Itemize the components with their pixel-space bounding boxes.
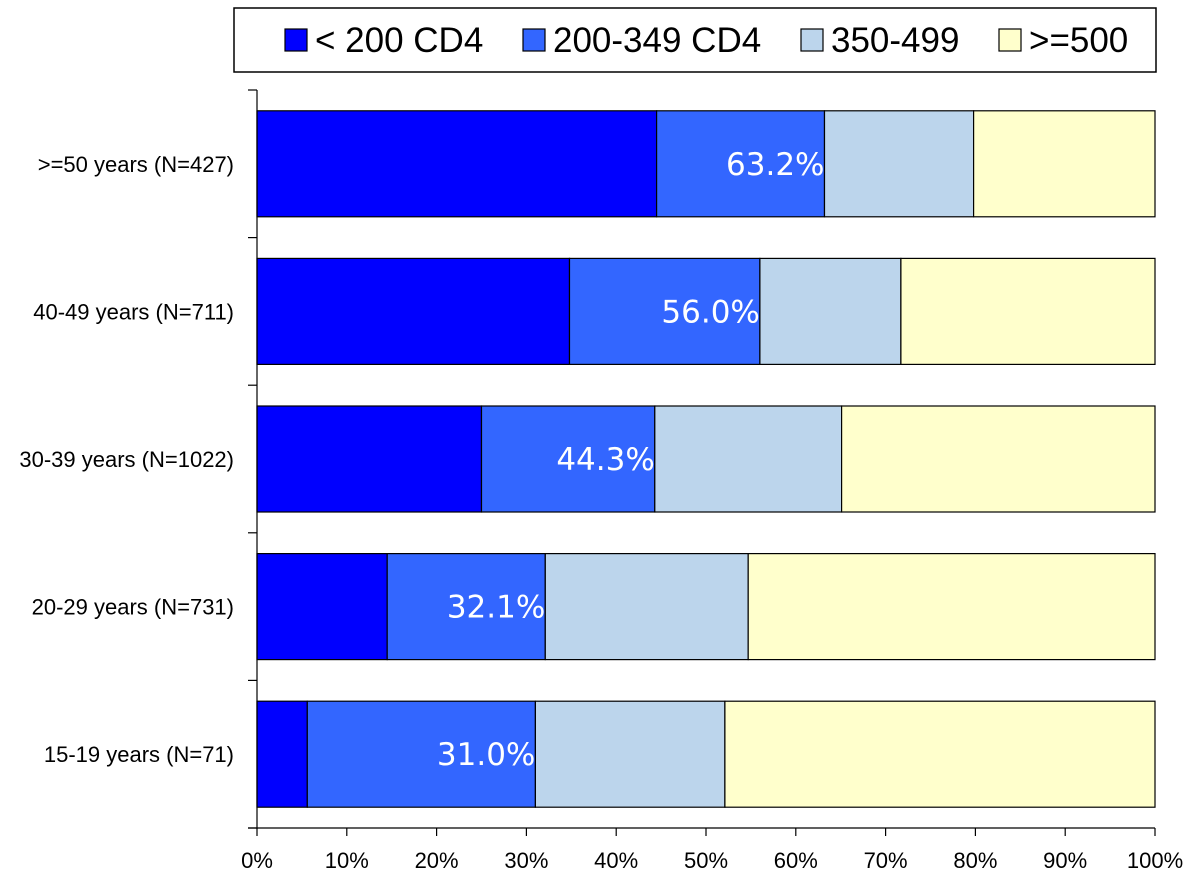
bar-segment-4-3 — [544, 552, 749, 661]
bar-segment-1-4 — [972, 110, 1156, 218]
legend: < 200 CD4 200-349 CD4 350-499 >=500 — [233, 7, 1157, 73]
data-label: 63.2% — [726, 147, 824, 183]
bar-segment-3-3 — [654, 405, 843, 513]
x-tick-label: 60% — [774, 848, 818, 873]
bar-segment-3-1 — [256, 405, 483, 513]
bar-segment-3-4 — [840, 405, 1156, 513]
data-label: 56.0% — [661, 294, 759, 330]
legend-swatch-4 — [998, 28, 1022, 52]
bar-segment-5-3 — [534, 700, 726, 808]
legend-label-3: 350-499 — [831, 21, 959, 60]
category-label: 30-39 years (N=1022) — [19, 447, 234, 472]
bar-segment-4-2 — [386, 552, 546, 661]
legend-label-2: 200-349 CD4 — [553, 21, 761, 60]
bar-segment-2-4 — [900, 257, 1156, 365]
bar-segment-1-1 — [256, 110, 658, 218]
x-tick-label: 40% — [594, 848, 638, 873]
legend-swatch-3 — [800, 28, 824, 52]
legend-swatch-2 — [522, 28, 546, 52]
x-tick-label: 50% — [684, 848, 728, 873]
category-label: 15-19 years (N=71) — [44, 742, 234, 767]
x-tick-label: 70% — [864, 848, 908, 873]
category-label: 40-49 years (N=711) — [33, 299, 234, 324]
category-label: >=50 years (N=427) — [38, 152, 234, 177]
bar-segment-2-1 — [256, 257, 571, 365]
x-tick-label: 100% — [1127, 848, 1183, 873]
data-label: 31.0% — [437, 737, 535, 773]
bar-segment-3-2 — [480, 405, 656, 513]
legend-label-1: < 200 CD4 — [315, 21, 483, 60]
bar-segment-5-4 — [724, 700, 1156, 808]
data-label: 44.3% — [556, 442, 654, 478]
bar-segment-1-3 — [823, 110, 975, 218]
category-label: 20-29 years (N=731) — [32, 595, 234, 620]
x-tick-label: 30% — [504, 848, 548, 873]
bar-segment-5-1 — [256, 700, 308, 808]
bar-segment-1-2 — [655, 110, 826, 218]
legend-swatch-1 — [284, 28, 308, 52]
data-label: 32.1% — [447, 590, 545, 626]
x-tick-label: 80% — [953, 848, 997, 873]
plot-area: >=50 years (N=427) 63.2% 40-49 years (N=71… — [19, 89, 1183, 873]
x-tick-label: 10% — [325, 848, 369, 873]
x-tick-label: 90% — [1043, 848, 1087, 873]
legend-label-4: >=500 — [1029, 21, 1128, 60]
x-tick-label: 0% — [241, 848, 273, 873]
bar-segment-5-2 — [306, 700, 536, 808]
bar-segment-4-4 — [747, 552, 1156, 661]
bar-segment-2-3 — [759, 257, 902, 365]
bar-segment-2-2 — [568, 257, 761, 365]
bar-segment-4-1 — [256, 552, 388, 661]
x-tick-label: 20% — [415, 848, 459, 873]
